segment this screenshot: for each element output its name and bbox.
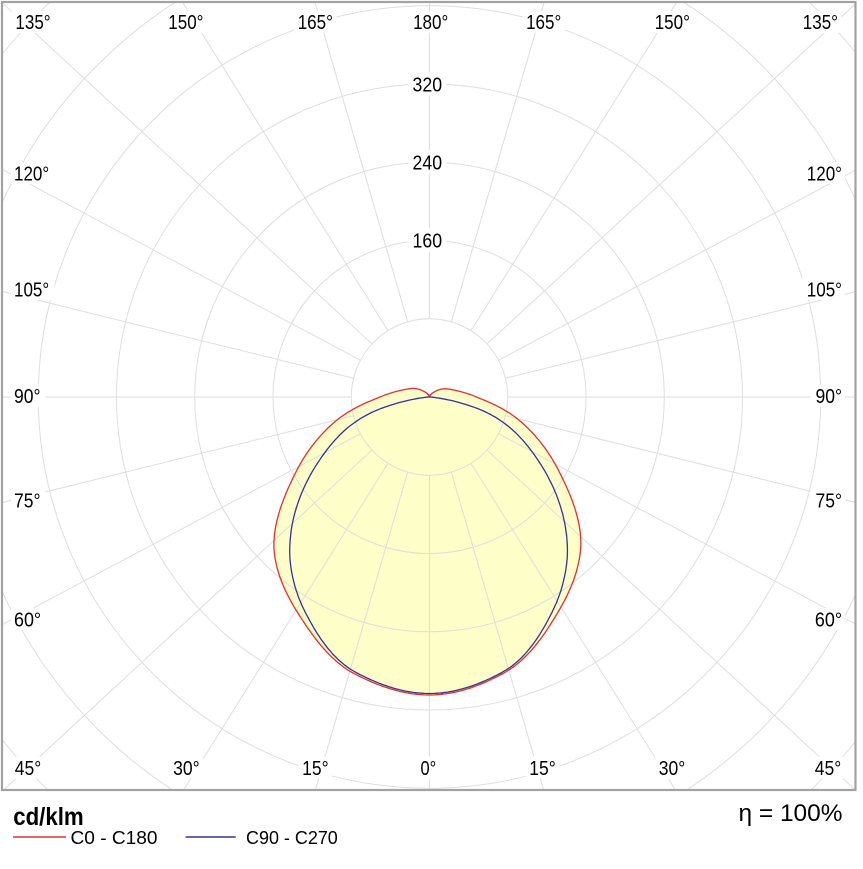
svg-text:45°: 45° [815,758,842,780]
svg-text:320: 320 [413,74,443,96]
svg-text:105°: 105° [14,279,49,301]
svg-text:150°: 150° [655,12,690,34]
svg-text:150°: 150° [168,12,203,34]
svg-text:30°: 30° [659,758,686,780]
svg-text:75°: 75° [14,490,41,512]
svg-text:cd/klm: cd/klm [13,803,84,831]
svg-text:135°: 135° [803,12,838,34]
svg-text:165°: 165° [526,12,561,34]
svg-text:0°: 0° [420,758,436,780]
svg-text:105°: 105° [807,279,842,301]
svg-text:90°: 90° [14,386,41,408]
svg-text:240: 240 [413,152,443,174]
svg-text:15°: 15° [529,758,556,780]
svg-text:60°: 60° [815,609,842,631]
svg-text:165°: 165° [298,12,333,34]
svg-text:η = 100%: η = 100% [739,800,843,827]
svg-text:30°: 30° [173,758,200,780]
svg-text:C90 - C270: C90 - C270 [246,828,338,848]
svg-text:15°: 15° [302,758,329,780]
svg-text:60°: 60° [14,609,41,631]
svg-text:90°: 90° [816,386,843,408]
svg-text:160: 160 [413,230,443,252]
svg-text:135°: 135° [15,12,50,34]
svg-text:75°: 75° [816,490,843,512]
svg-text:120°: 120° [14,163,49,185]
svg-text:180°: 180° [413,12,448,34]
svg-text:120°: 120° [807,163,842,185]
svg-text:C0 - C180: C0 - C180 [71,828,158,848]
svg-text:45°: 45° [15,758,42,780]
